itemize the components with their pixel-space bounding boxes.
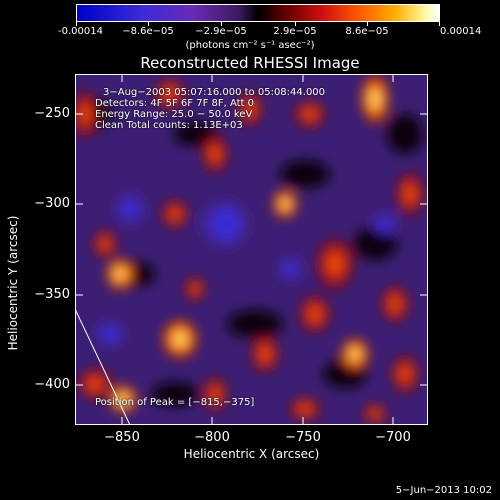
limb-line	[75, 308, 131, 425]
colorbar-tick	[221, 22, 222, 26]
x-axis-label: Heliocentric X (arcsec)	[183, 447, 320, 461]
colorbar-label: 8.6e−05	[345, 26, 389, 37]
x-tick-label: −850	[104, 430, 140, 445]
image-map	[75, 74, 428, 425]
peak-position: Position of Peak = [−815,−375]	[95, 397, 255, 408]
colorbar-tick	[76, 22, 77, 26]
colorbar-label: -0.00014	[58, 26, 103, 37]
date-stamp: 5−Jun−2013 10:02	[395, 485, 492, 496]
colorbar-tick	[439, 22, 440, 26]
tick-marks	[75, 74, 428, 425]
colorbar-label: 2.9e−05	[273, 26, 317, 37]
plot-frame	[75, 74, 428, 425]
x-tick-label: −800	[194, 430, 230, 445]
y-axis-label: Heliocentric Y (arcsec)	[6, 215, 20, 351]
x-tick-label: −700	[375, 430, 411, 445]
image-title: Reconstructed RHESSI Image	[140, 54, 360, 72]
y-tick-label: −250	[34, 106, 70, 121]
colorbar-label: −8.6e−05	[122, 26, 174, 37]
colorbar-tick	[148, 22, 149, 26]
emission-blobs	[75, 74, 426, 425]
colorbar-label: 0.00014	[440, 26, 482, 37]
rhessi-image: 3−Aug−2003 05:07:16.000 to 05:08:44.000 …	[75, 74, 428, 425]
colorbar-units: (photons cm⁻² s⁻¹ asec⁻²)	[185, 40, 315, 51]
y-tick-label: −300	[34, 196, 70, 211]
x-tick-label: −750	[285, 430, 321, 445]
clean-counts: Clean Total counts: 1.13E+03	[95, 120, 243, 131]
y-tick-label: −400	[34, 377, 70, 392]
time-range: 3−Aug−2003 05:07:16.000 to 05:08:44.000	[103, 87, 326, 98]
y-tick-label: −350	[34, 287, 70, 302]
colorbar-tick	[367, 22, 368, 26]
colorbar-tick	[295, 22, 296, 26]
energy-range: Energy Range: 25.0 − 50.0 keV	[95, 109, 253, 120]
colorbar-label: −2.9e−05	[195, 26, 247, 37]
detectors: Detectors: 4F 5F 6F 7F 8F, Att 0	[95, 98, 255, 109]
colorbar	[76, 4, 440, 22]
